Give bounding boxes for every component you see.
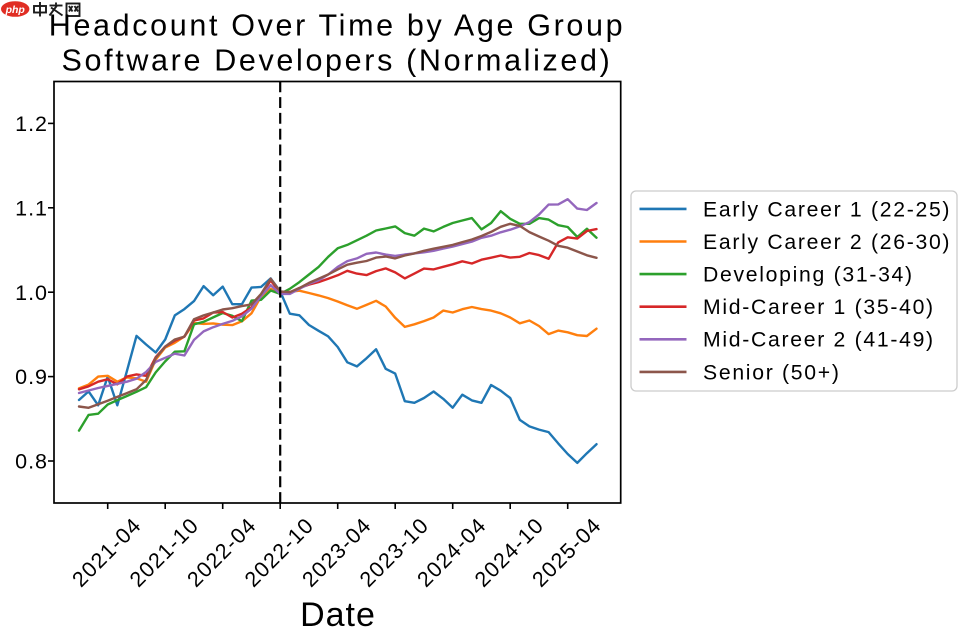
svg-text:1.1: 1.1 — [15, 196, 48, 220]
svg-text:Early Career 2 (26-30): Early Career 2 (26-30) — [703, 231, 951, 254]
svg-text:0.9: 0.9 — [15, 365, 48, 389]
svg-text:Software Developers (Normalize: Software Developers (Normalized) — [62, 43, 613, 77]
svg-text:Developing (31-34): Developing (31-34) — [703, 264, 914, 287]
svg-text:Mid-Career 2 (41-49): Mid-Career 2 (41-49) — [703, 329, 935, 352]
svg-text:0.8: 0.8 — [15, 450, 48, 474]
svg-text:1.0: 1.0 — [15, 281, 48, 305]
svg-text:Date: Date — [300, 596, 376, 634]
svg-text:php: php — [5, 4, 26, 16]
svg-text:Mid-Career 1 (35-40): Mid-Career 1 (35-40) — [703, 296, 935, 319]
svg-text:Senior (50+): Senior (50+) — [703, 361, 841, 384]
svg-text:1.2: 1.2 — [15, 112, 48, 136]
svg-text:Headcount Over Time by Age Gro: Headcount Over Time by Age Group — [49, 8, 625, 42]
svg-text:Early Career 1 (22-25): Early Career 1 (22-25) — [703, 198, 951, 221]
